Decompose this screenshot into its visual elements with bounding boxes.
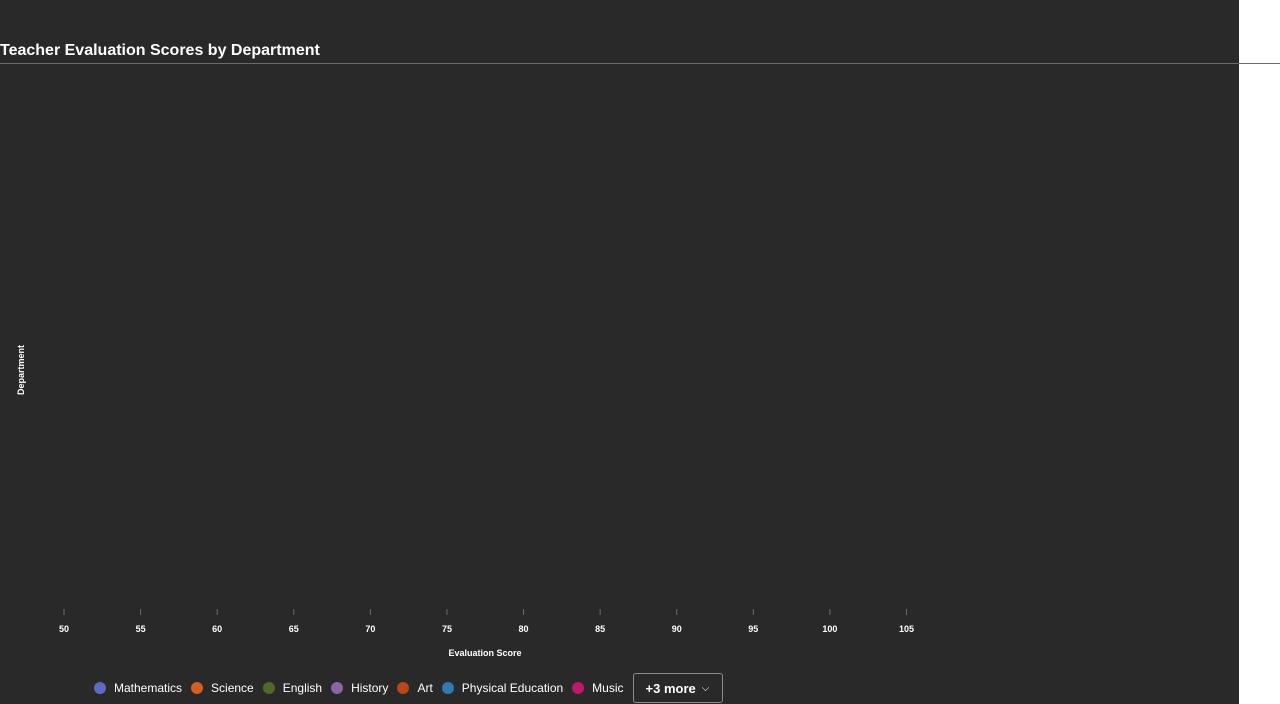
- legend-item-mathematics[interactable]: Mathematics: [94, 681, 182, 695]
- legend-item-music[interactable]: Music: [572, 681, 624, 695]
- title-divider: [0, 63, 1280, 64]
- x-tick-label: 80: [519, 624, 529, 634]
- x-tick-label: 75: [442, 624, 452, 634]
- legend-label: History: [351, 681, 389, 695]
- y-axis-title: Department: [16, 345, 26, 395]
- legend-marker: [441, 682, 454, 694]
- x-tick-label: 100: [822, 624, 837, 634]
- legend-item-art[interactable]: Art: [397, 681, 433, 695]
- x-tick-label: 105: [899, 624, 914, 634]
- chevron-down-icon: ⌵: [701, 682, 710, 694]
- legend-label: Science: [211, 681, 254, 695]
- legend-marker: [331, 682, 344, 694]
- x-tick-label: 90: [672, 624, 682, 634]
- x-tick-label: 50: [59, 624, 69, 634]
- chart-plot-area: 50 55 60 65 70 75 80 85 90 95 100 105 Evaluation Sc…: [16, 345, 914, 658]
- legend-marker: [572, 682, 585, 694]
- legend-label: English: [282, 681, 323, 695]
- x-tick-label: 60: [212, 624, 222, 634]
- legend-label: Art: [417, 681, 433, 695]
- legend-more-button[interactable]: +3 more ⌵: [632, 673, 724, 703]
- legend-label: Physical Education: [461, 681, 564, 695]
- x-axis: 50 55 60 65 70 75 80 85 90 95 100 105: [59, 609, 914, 634]
- x-tick-label: 55: [136, 624, 146, 634]
- legend-more-label: +3 more: [645, 680, 696, 696]
- legend-label: Mathematics: [114, 681, 183, 695]
- x-tick-label: 95: [748, 624, 758, 634]
- legend-item-physical-education[interactable]: Physical Education: [441, 681, 564, 695]
- x-tick-label: 70: [365, 624, 375, 634]
- x-tick-label: 65: [289, 624, 299, 634]
- legend-marker: [262, 682, 275, 694]
- legend-marker: [94, 682, 106, 694]
- legend-marker: [397, 682, 410, 694]
- chart-legend: Mathematics Science English History Art Physi…: [94, 672, 724, 704]
- legend-item-english[interactable]: English: [262, 681, 323, 695]
- x-tick-label: 85: [595, 624, 605, 634]
- legend-label: Music: [592, 681, 624, 695]
- x-axis-title: Evaluation Score: [448, 648, 521, 658]
- legend-item-science[interactable]: Science: [191, 681, 254, 695]
- legend-marker: [191, 682, 204, 694]
- legend-item-history[interactable]: History: [331, 681, 388, 695]
- chart-title: Teacher Evaluation Scores by Department: [0, 42, 320, 59]
